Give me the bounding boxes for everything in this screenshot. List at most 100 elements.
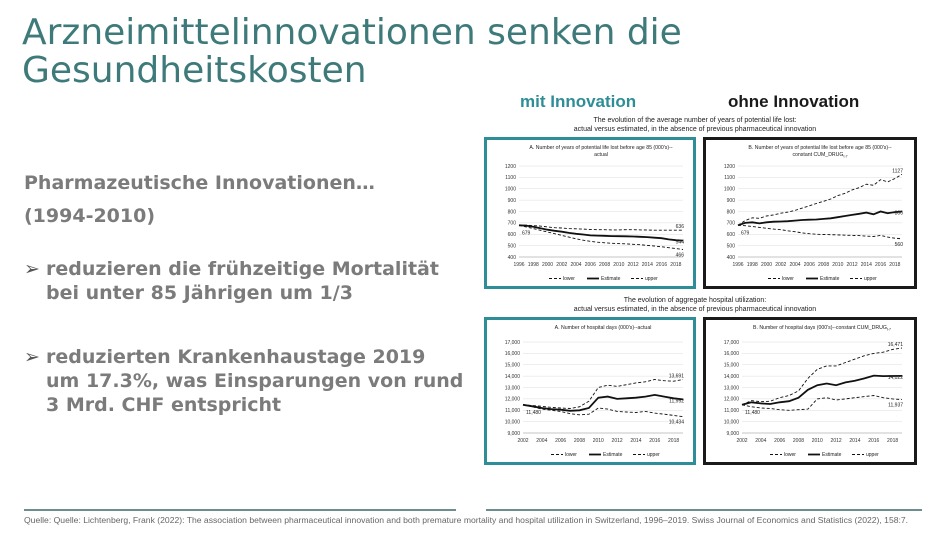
- annotation-start-value: 679: [522, 230, 531, 236]
- y-tick-label: 15,000: [724, 363, 740, 369]
- x-tick-label: 2000: [542, 262, 553, 268]
- chart-title-line-2: constant CUM_DRUGt-7: [792, 152, 847, 159]
- annotation-end-value: 11,937: [888, 403, 903, 409]
- series-line-estimate: [741, 374, 903, 406]
- legend-label-estimate: Estimate: [603, 452, 623, 458]
- legend-label-estimate: Estimate: [822, 452, 842, 458]
- x-tick-label: 1996: [732, 262, 743, 268]
- x-tick-label: 2002: [775, 262, 786, 268]
- x-tick-label: 2006: [555, 438, 566, 444]
- legend-label-lower: lower: [565, 452, 577, 458]
- y-tick-label: 10,000: [505, 419, 521, 425]
- series-line-lower: [741, 395, 903, 411]
- chart-panel-mortality-constant: B. Number of years of potential life los…: [703, 137, 917, 289]
- left-text-block: Pharmazeutische Innovationen… (1994-2010…: [24, 168, 464, 417]
- chart-title-line-2: actual: [594, 152, 608, 158]
- x-tick-label: 2010: [593, 438, 604, 444]
- chart-panel-hospital-constant: B. Number of hospital days (000's)--cons…: [703, 317, 917, 465]
- annotation-end-value: 636: [676, 224, 685, 230]
- chart-title: B. Number of years of potential life los…: [748, 145, 891, 151]
- series-line-upper: [737, 173, 903, 226]
- label-without-innovation: ohne Innovation: [728, 92, 860, 111]
- y-tick-label: 9,000: [507, 431, 520, 437]
- x-tick-label: 2004: [755, 438, 766, 444]
- series-line-lower: [522, 404, 684, 418]
- annotation-end-value: 10,434: [669, 420, 685, 426]
- x-tick-label: 2008: [574, 438, 585, 444]
- annotation-end-value: 800: [895, 211, 904, 217]
- x-tick-label: 2014: [642, 262, 653, 268]
- y-tick-label: 9,000: [726, 431, 739, 437]
- chart-hospital-constant: B. Number of hospital days (000's)--cons…: [724, 325, 904, 458]
- y-tick-label: 800: [508, 209, 517, 215]
- chart-panel-hospital-actual: A. Number of hospital days (000's)--actu…: [484, 317, 696, 465]
- legend-label-upper: upper: [864, 276, 877, 282]
- y-tick-label: 600: [508, 232, 517, 238]
- x-tick-label: 2004: [789, 262, 800, 268]
- bullet-text-2: reduzierten Krankenhaustage 2019 um 17.3…: [46, 346, 464, 416]
- y-tick-label: 12,000: [724, 397, 740, 403]
- x-tick-label: 2008: [818, 262, 829, 268]
- x-tick-label: 2010: [613, 262, 624, 268]
- chart-mortality-constant: B. Number of years of potential life los…: [724, 145, 904, 282]
- x-tick-label: 2002: [556, 262, 567, 268]
- x-tick-label: 2018: [889, 262, 900, 268]
- legend-label-upper: upper: [866, 452, 879, 458]
- legend-label-estimate: Estimate: [601, 276, 621, 282]
- annotation-end-value: 466: [676, 252, 685, 258]
- divider-line-left: [24, 509, 456, 511]
- x-tick-label: 2006: [774, 438, 785, 444]
- y-tick-label: 14,000: [505, 374, 521, 380]
- y-tick-label: 16,000: [724, 351, 740, 357]
- y-tick-label: 500: [727, 243, 736, 249]
- y-tick-label: 11,000: [505, 408, 520, 414]
- series-line-upper: [518, 224, 683, 231]
- annotation-end-value: 1127: [892, 168, 903, 174]
- x-tick-label: 2012: [831, 438, 842, 444]
- x-tick-label: 2018: [668, 438, 679, 444]
- y-tick-label: 700: [508, 221, 517, 227]
- x-tick-label: 2004: [570, 262, 581, 268]
- annotation-start-value: 679: [741, 230, 750, 236]
- legend-label-lower: lower: [784, 452, 796, 458]
- figure-caption-bottom: The evolution of aggregate hospital util…: [495, 296, 895, 314]
- source-citation: Quelle: Quelle: Lichtenberg, Frank (2022…: [24, 515, 909, 525]
- x-tick-label: 2008: [599, 262, 610, 268]
- annotation-end-value: 16,471: [888, 342, 904, 348]
- y-tick-label: 1200: [724, 164, 735, 170]
- y-tick-label: 1100: [724, 175, 735, 181]
- bullet-item-2: ➢ reduzierten Krankenhaustage 2019 um 17…: [24, 345, 464, 417]
- y-tick-label: 400: [508, 255, 517, 261]
- arrow-bullet-icon: ➢: [24, 258, 40, 280]
- y-tick-label: 600: [727, 232, 736, 238]
- x-tick-label: 2016: [875, 262, 886, 268]
- x-tick-label: 2006: [585, 262, 596, 268]
- x-tick-label: 2014: [630, 438, 641, 444]
- annotation-end-value: 11,952: [669, 398, 684, 404]
- chart-title: B. Number of hospital days (000's)--cons…: [753, 325, 891, 332]
- slide-title: Arzneimittelinnovationen senken die Gesu…: [22, 12, 682, 91]
- figure-caption-top: The evolution of the average number of y…: [495, 116, 895, 134]
- chart-title-subscript: t-7: [843, 155, 847, 159]
- divider-line-right: [486, 509, 922, 511]
- annotation-end-value: 560: [895, 242, 904, 248]
- legend-label-lower: lower: [563, 276, 575, 282]
- x-tick-label: 2018: [887, 438, 898, 444]
- annotation-start-value: 11,480: [526, 410, 541, 416]
- annotation-end-value: 544: [676, 240, 685, 246]
- y-tick-label: 700: [727, 221, 736, 227]
- arrow-bullet-icon: ➢: [24, 346, 40, 368]
- series-line-estimate: [522, 393, 684, 412]
- y-tick-label: 13,000: [505, 385, 521, 391]
- y-tick-label: 400: [727, 255, 736, 261]
- chart-mortality-actual: A. Number of years of potential life los…: [505, 145, 685, 282]
- series-line-upper: [522, 379, 684, 409]
- caption-bottom-line-2: actual versus estimated, in the absence …: [573, 306, 817, 313]
- x-tick-label: 1998: [747, 262, 758, 268]
- x-tick-label: 2002: [736, 438, 747, 444]
- y-tick-label: 17,000: [724, 340, 740, 346]
- y-tick-label: 12,000: [505, 397, 521, 403]
- caption-bottom-line-1: The evolution of aggregate hospital util…: [623, 297, 767, 304]
- x-tick-label: 2000: [761, 262, 772, 268]
- y-tick-label: 800: [727, 209, 736, 215]
